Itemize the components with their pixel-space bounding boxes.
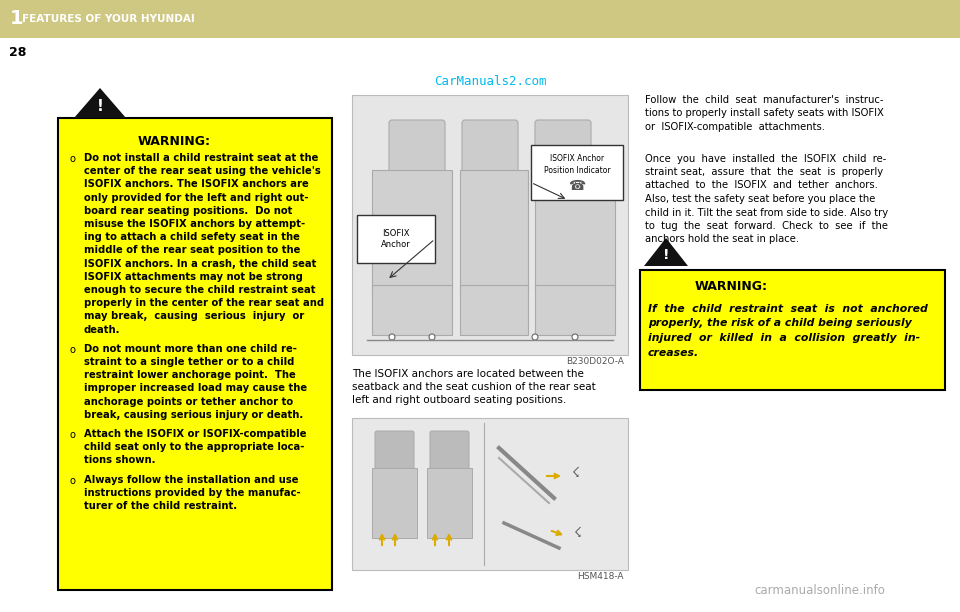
Text: Always follow the installation and use: Always follow the installation and use (84, 474, 299, 485)
Text: ISOFIX anchors. In a crash, the child seat: ISOFIX anchors. In a crash, the child se… (84, 259, 317, 269)
Text: turer of the child restraint.: turer of the child restraint. (84, 501, 237, 511)
Text: creases.: creases. (648, 348, 699, 357)
Text: HSM418-A: HSM418-A (578, 572, 624, 581)
Bar (535, 170, 615, 290)
Text: enough to secure the child restraint seat: enough to secure the child restraint sea… (84, 285, 316, 295)
Text: straint seat,  assure  that  the  seat  is  properly: straint seat, assure that the seat is pr… (645, 167, 883, 177)
Bar (372, 285, 452, 335)
Text: Do not install a child restraint seat at the: Do not install a child restraint seat at… (84, 153, 319, 163)
Text: ☇: ☇ (574, 526, 582, 540)
Text: carmanualsonline.info: carmanualsonline.info (755, 584, 885, 597)
Circle shape (532, 334, 538, 340)
Text: instructions provided by the manufac-: instructions provided by the manufac- (84, 488, 300, 498)
Text: to  tug  the  seat  forward.  Check  to  see  if  the: to tug the seat forward. Check to see if… (645, 221, 888, 231)
Text: Do not mount more than one child re-: Do not mount more than one child re- (84, 344, 297, 354)
Text: !: ! (662, 248, 669, 263)
Text: o: o (69, 345, 75, 355)
FancyBboxPatch shape (430, 431, 469, 473)
Text: ISOFIX attachments may not be strong: ISOFIX attachments may not be strong (84, 272, 302, 282)
Bar (427, 468, 472, 538)
Text: ing to attach a child sefety seat in the: ing to attach a child sefety seat in the (84, 232, 300, 242)
FancyBboxPatch shape (535, 120, 591, 176)
Text: anchorage points or tether anchor to: anchorage points or tether anchor to (84, 397, 293, 406)
Text: injured  or  killed  in  a  collision  greatly  in-: injured or killed in a collision greatly… (648, 333, 920, 343)
Bar (460, 170, 528, 290)
Circle shape (389, 334, 395, 340)
Text: child seat only to the appropriate loca-: child seat only to the appropriate loca- (84, 442, 304, 452)
Text: FEATURES OF YOUR HYUNDAI: FEATURES OF YOUR HYUNDAI (22, 14, 195, 24)
FancyBboxPatch shape (389, 120, 445, 176)
Bar (357, 215, 435, 263)
Text: attached  to  the  ISOFIX  and  tether  anchors.: attached to the ISOFIX and tether anchor… (645, 181, 877, 190)
Text: WARNING:: WARNING: (138, 135, 211, 148)
Circle shape (429, 334, 435, 340)
Text: Once  you  have  installed  the  ISOFIX  child  re-: Once you have installed the ISOFIX child… (645, 154, 886, 163)
Text: !: ! (97, 99, 104, 114)
Bar (460, 285, 528, 335)
Text: seatback and the seat cushion of the rear seat: seatback and the seat cushion of the rea… (352, 382, 596, 392)
Bar (352, 95, 628, 355)
Text: misuse the ISOFIX anchors by attempt-: misuse the ISOFIX anchors by attempt- (84, 219, 305, 229)
FancyBboxPatch shape (375, 431, 414, 473)
Text: B230D02O-A: B230D02O-A (566, 357, 624, 366)
Text: straint to a single tether or to a child: straint to a single tether or to a child (84, 357, 295, 367)
Text: o: o (69, 476, 75, 485)
Text: tions shown.: tions shown. (84, 455, 156, 465)
Text: left and right outboard seating positions.: left and right outboard seating position… (352, 395, 566, 405)
Text: or  ISOFIX-compatible  attachments.: or ISOFIX-compatible attachments. (645, 122, 825, 132)
Text: properly, the risk of a child being seriously: properly, the risk of a child being seri… (648, 318, 912, 329)
Bar (372, 170, 452, 290)
Text: may break,  causing  serious  injury  or: may break, causing serious injury or (84, 312, 304, 321)
Text: ☇: ☇ (572, 466, 580, 480)
Text: only provided for the left and right out-: only provided for the left and right out… (84, 193, 308, 203)
Bar (640, 270, 945, 390)
Polygon shape (74, 88, 126, 118)
Text: Follow  the  child  seat  manufacturer's  instruc-: Follow the child seat manufacturer's ins… (645, 95, 883, 105)
Text: WARNING:: WARNING: (695, 280, 768, 293)
Bar (531, 145, 623, 200)
Polygon shape (644, 238, 688, 266)
Text: death.: death. (84, 324, 121, 335)
Text: restraint lower anchorage point.  The: restraint lower anchorage point. The (84, 370, 296, 380)
Text: anchors hold the seat in place.: anchors hold the seat in place. (645, 234, 799, 245)
Bar (352, 418, 628, 570)
Text: o: o (69, 154, 75, 164)
Text: CarManuals2.com: CarManuals2.com (434, 75, 546, 88)
Text: child in it. Tilt the seat from side to side. Also try: child in it. Tilt the seat from side to … (645, 207, 888, 217)
Text: middle of the rear seat position to the: middle of the rear seat position to the (84, 245, 300, 255)
Text: Attach the ISOFIX or ISOFIX-compatible: Attach the ISOFIX or ISOFIX-compatible (84, 429, 306, 439)
Text: o: o (69, 430, 75, 440)
Bar (535, 285, 615, 335)
Text: properly in the center of the rear seat and: properly in the center of the rear seat … (84, 298, 324, 308)
Text: ISOFIX
Anchor: ISOFIX Anchor (381, 229, 411, 250)
Text: ☎: ☎ (568, 179, 586, 193)
Text: 28: 28 (10, 45, 27, 59)
Text: break, causing serious injury or death.: break, causing serious injury or death. (84, 410, 303, 420)
Text: tions to properly install safety seats with ISOFIX: tions to properly install safety seats w… (645, 108, 884, 119)
Text: improper increased load may cause the: improper increased load may cause the (84, 383, 307, 394)
Text: ISOFIX Anchor
Position Indicator: ISOFIX Anchor Position Indicator (543, 154, 611, 175)
Bar (0, 0, 960, 38)
Text: ISOFIX anchors. The ISOFIX anchors are: ISOFIX anchors. The ISOFIX anchors are (84, 179, 309, 189)
Text: The ISOFIX anchors are located between the: The ISOFIX anchors are located between t… (352, 369, 584, 379)
Circle shape (572, 334, 578, 340)
Text: 1: 1 (10, 10, 24, 29)
Bar (372, 468, 417, 538)
Text: Also, test the safety seat before you place the: Also, test the safety seat before you pl… (645, 194, 876, 204)
Text: board rear seating positions.  Do not: board rear seating positions. Do not (84, 206, 293, 216)
Text: center of the rear seat using the vehicle's: center of the rear seat using the vehicl… (84, 166, 321, 176)
Text: If  the  child  restraint  seat  is  not  anchored: If the child restraint seat is not ancho… (648, 304, 927, 314)
Bar (58, 118, 332, 590)
Bar (0, 38, 36, 66)
FancyBboxPatch shape (462, 120, 518, 176)
